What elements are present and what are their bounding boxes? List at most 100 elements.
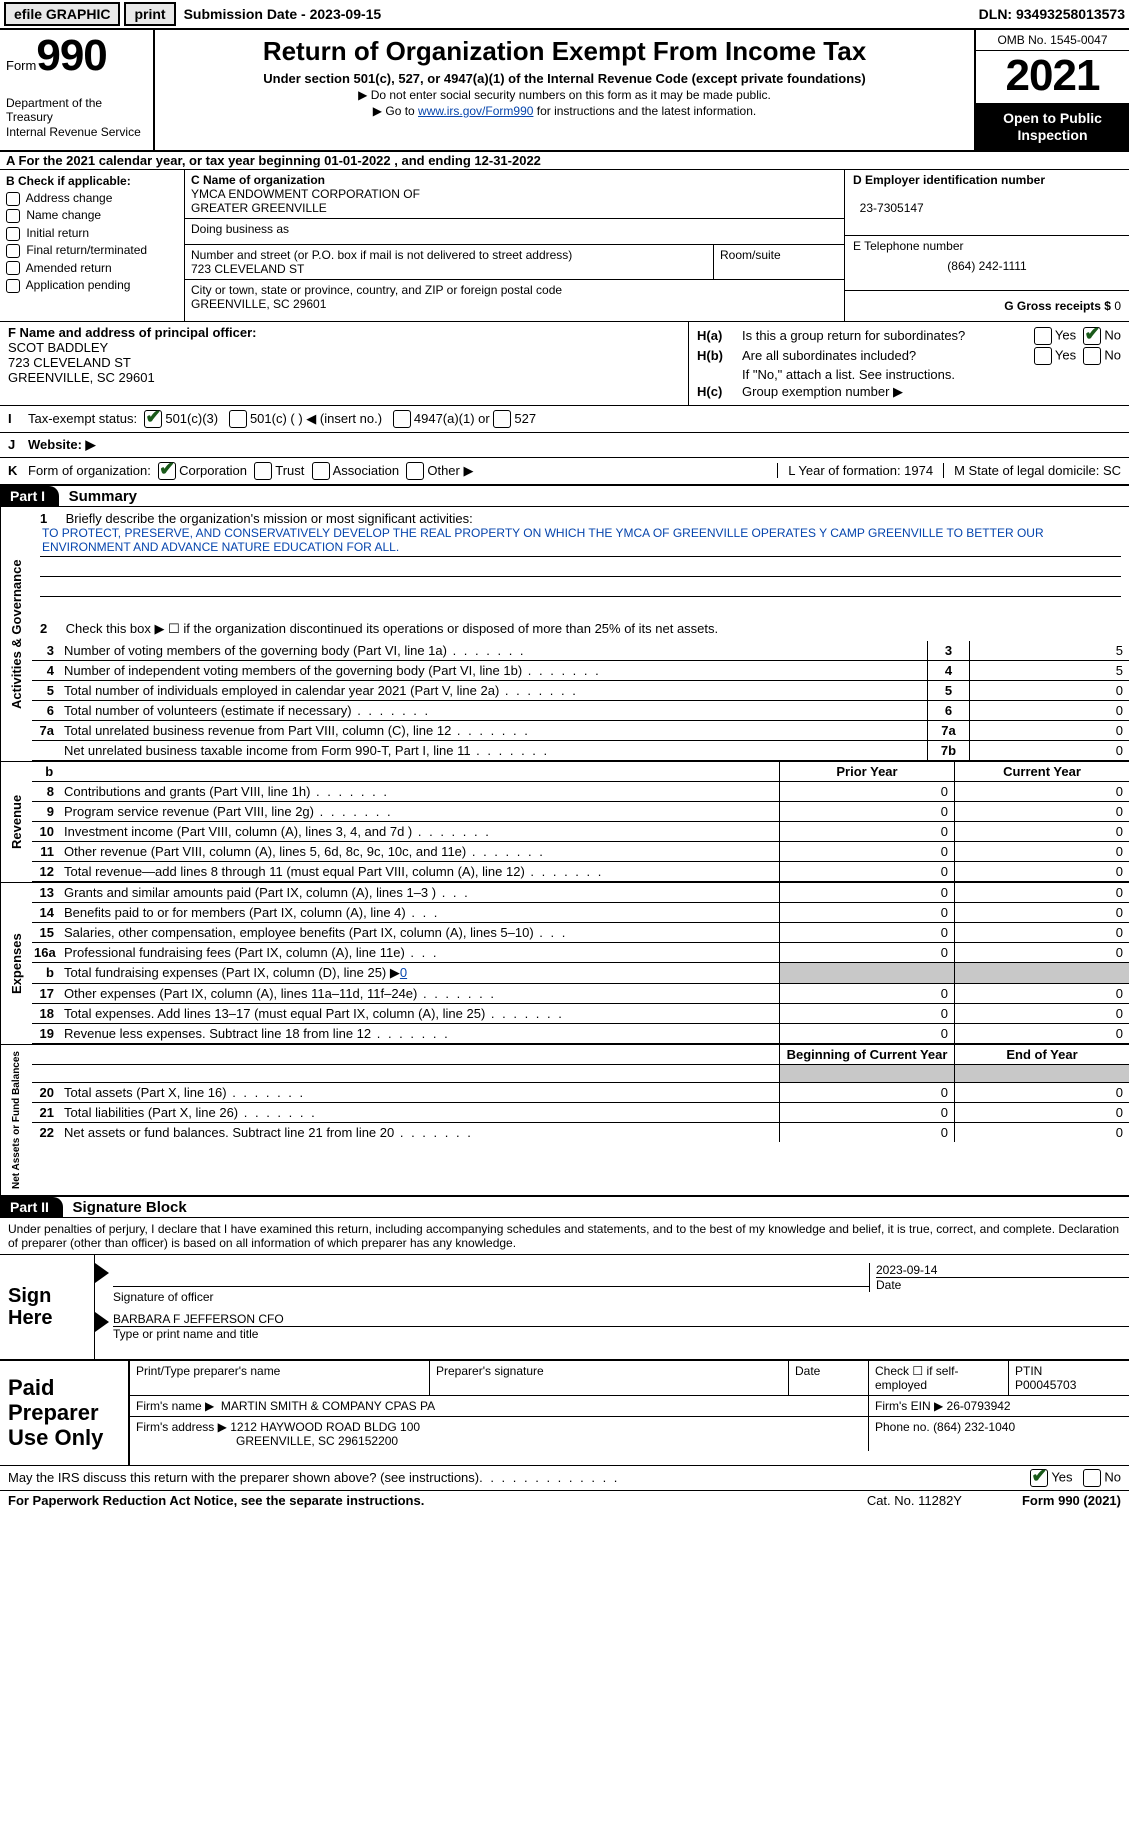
ssn-note: ▶ Do not enter social security numbers o… <box>163 88 966 102</box>
room-suite-label: Room/suite <box>714 245 844 279</box>
net-asset-line: 20Total assets (Part X, line 16)00 <box>32 1083 1129 1103</box>
city-label: City or town, state or province, country… <box>191 283 562 297</box>
ha-yes-checkbox[interactable] <box>1034 327 1052 345</box>
k-label: K <box>8 463 28 478</box>
city-value: GREENVILLE, SC 29601 <box>191 297 326 311</box>
form-subtitle: Under section 501(c), 527, or 4947(a)(1)… <box>163 71 966 86</box>
discuss-yes-checkbox[interactable] <box>1030 1469 1048 1487</box>
firm-addr1: 1212 HAYWOOD ROAD BLDG 100 <box>230 1420 420 1434</box>
527-checkbox[interactable] <box>493 410 511 428</box>
sign-here-block: Sign Here 2023-09-14 Date Signature of o… <box>0 1254 1129 1361</box>
i-label: I <box>8 411 28 426</box>
form-word: Form <box>6 58 36 73</box>
cat-number: Cat. No. 11282Y <box>867 1493 962 1508</box>
discuss-no-checkbox[interactable] <box>1083 1469 1101 1487</box>
summary-line: 5Total number of individuals employed in… <box>32 681 1129 701</box>
column-d: D Employer identification number 23-7305… <box>844 170 1129 321</box>
officer-label: F Name and address of principal officer: <box>8 325 257 340</box>
current-year-header: Current Year <box>954 762 1129 781</box>
officer-name: SCOT BADDLEY <box>8 340 108 355</box>
firm-name: MARTIN SMITH & COMPANY CPAS PA <box>221 1399 435 1413</box>
open-to-public: Open to Public Inspection <box>976 104 1129 150</box>
revenue-label: Revenue <box>0 762 32 882</box>
501c-checkbox[interactable] <box>229 410 247 428</box>
paid-preparer-label: Paid Preparer Use Only <box>0 1361 130 1465</box>
net-asset-line: 21Total liabilities (Part X, line 26)00 <box>32 1103 1129 1123</box>
line-1-label: Briefly describe the organization's miss… <box>66 511 473 526</box>
officer-addr2: GREENVILLE, SC 29601 <box>8 370 155 385</box>
mission-text: TO PROTECT, PRESERVE, AND CONSERVATIVELY… <box>40 526 1121 557</box>
website-label: Website: ▶ <box>28 437 96 453</box>
address-change-checkbox[interactable] <box>6 192 20 206</box>
h-a-label: H(a) <box>697 328 742 343</box>
4947-checkbox[interactable] <box>393 410 411 428</box>
j-label: J <box>8 437 28 452</box>
h-b-note: If "No," attach a list. See instructions… <box>742 367 955 382</box>
part-ii-header: Part II Signature Block <box>0 1197 1129 1218</box>
association-checkbox[interactable] <box>312 462 330 480</box>
line-2-text: Check this box ▶ ☐ if the organization d… <box>66 621 719 636</box>
firm-phone: (864) 232-1040 <box>933 1420 1015 1434</box>
sig-officer-label: Signature of officer <box>95 1290 1129 1304</box>
begin-year-header: Beginning of Current Year <box>779 1045 954 1064</box>
fundraising-link[interactable]: 0 <box>400 965 407 980</box>
column-b: B Check if applicable: Address change Na… <box>0 170 185 321</box>
form-header: Form990 Department of the Treasury Inter… <box>0 30 1129 152</box>
expense-line: 18Total expenses. Add lines 13–17 (must … <box>32 1004 1129 1024</box>
expense-line: 13Grants and similar amounts paid (Part … <box>32 883 1129 903</box>
activities-block: Activities & Governance 1 Briefly descri… <box>0 507 1129 762</box>
arrow-icon <box>95 1263 109 1283</box>
ptin-value: P00045703 <box>1015 1378 1076 1392</box>
section-bcd: B Check if applicable: Address change Na… <box>0 170 1129 322</box>
expense-line: 19Revenue less expenses. Subtract line 1… <box>32 1024 1129 1044</box>
footer: For Paperwork Reduction Act Notice, see … <box>0 1491 1129 1510</box>
expense-line: 17Other expenses (Part IX, column (A), l… <box>32 984 1129 1004</box>
klm-row: K Form of organization: Corporation Trus… <box>0 458 1129 486</box>
firm-addr2: GREENVILLE, SC 296152200 <box>136 1434 398 1448</box>
website-row: J Website: ▶ <box>0 433 1129 458</box>
line-a: A For the 2021 calendar year, or tax yea… <box>0 152 1129 170</box>
other-checkbox[interactable] <box>406 462 424 480</box>
discuss-row: May the IRS discuss this return with the… <box>0 1466 1129 1491</box>
expenses-block: Expenses 13Grants and similar amounts pa… <box>0 883 1129 1045</box>
activities-label: Activities & Governance <box>0 507 32 761</box>
revenue-line: 10Investment income (Part VIII, column (… <box>32 822 1129 842</box>
omb-number: OMB No. 1545-0047 <box>976 30 1129 51</box>
revenue-block: Revenue b Prior Year Current Year 8Contr… <box>0 762 1129 883</box>
officer-addr1: 723 CLEVELAND ST <box>8 355 131 370</box>
trust-checkbox[interactable] <box>254 462 272 480</box>
print-button[interactable]: print <box>124 2 175 26</box>
part-i-header: Part I Summary <box>0 486 1129 507</box>
summary-line: 4Number of independent voting members of… <box>32 661 1129 681</box>
hb-yes-checkbox[interactable] <box>1034 347 1052 365</box>
net-assets-label: Net Assets or Fund Balances <box>0 1045 32 1195</box>
h-b-text: Are all subordinates included? <box>742 348 916 363</box>
name-change-checkbox[interactable] <box>6 209 20 223</box>
hb-no-checkbox[interactable] <box>1083 347 1101 365</box>
ha-no-checkbox[interactable] <box>1083 327 1101 345</box>
expenses-label: Expenses <box>0 883 32 1044</box>
application-pending-checkbox[interactable] <box>6 279 20 293</box>
summary-line: 7aTotal unrelated business revenue from … <box>32 721 1129 741</box>
amended-return-checkbox[interactable] <box>6 261 20 275</box>
irs-link[interactable]: www.irs.gov/Form990 <box>418 104 533 118</box>
date-label: Date <box>876 1277 1129 1292</box>
corporation-checkbox[interactable] <box>158 462 176 480</box>
initial-return-checkbox[interactable] <box>6 227 20 241</box>
summary-line: Net unrelated business taxable income fr… <box>32 741 1129 761</box>
h-c-text: Group exemption number ▶ <box>742 384 903 400</box>
tax-status-label: Tax-exempt status: <box>28 411 137 426</box>
submission-date: Submission Date - 2023-09-15 <box>184 6 382 22</box>
501c3-checkbox[interactable] <box>144 410 162 428</box>
sign-here-label: Sign Here <box>0 1255 95 1359</box>
tax-status-row: I Tax-exempt status: 501(c)(3) 501(c) ( … <box>0 406 1129 433</box>
h-b-label: H(b) <box>697 348 742 363</box>
firm-ein: 26-0793942 <box>947 1399 1011 1413</box>
final-return-checkbox[interactable] <box>6 244 20 258</box>
goto-note: ▶ Go to www.irs.gov/Form990 for instruct… <box>163 104 966 118</box>
summary-line: 3Number of voting members of the governi… <box>32 641 1129 661</box>
efile-button[interactable]: efile GRAPHIC <box>4 2 120 26</box>
tel-label: E Telephone number <box>853 239 964 253</box>
org-name-label: C Name of organization <box>191 173 325 187</box>
expense-line: 14Benefits paid to or for members (Part … <box>32 903 1129 923</box>
